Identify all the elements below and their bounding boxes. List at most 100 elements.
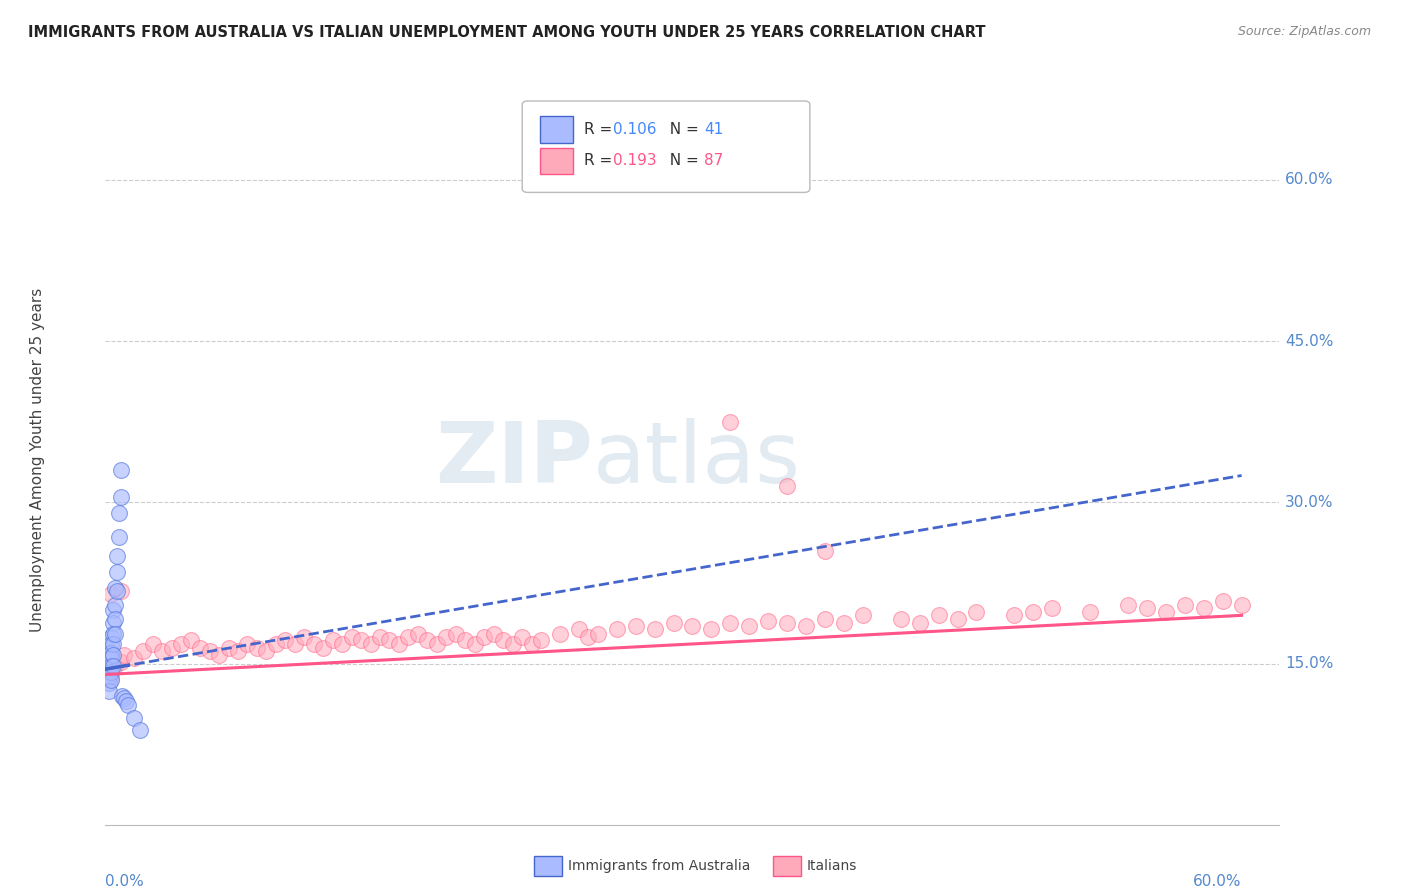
Point	[100, 646, 122, 660]
Point	[170, 637, 193, 651]
Point	[112, 648, 135, 662]
Point	[100, 587, 122, 601]
Point	[576, 630, 599, 644]
Point	[110, 655, 132, 669]
Point	[117, 698, 139, 712]
Point	[738, 619, 761, 633]
Point	[406, 626, 429, 640]
Point	[292, 630, 315, 644]
Point	[122, 710, 145, 724]
Point	[122, 651, 145, 665]
Point	[100, 630, 122, 644]
Point	[107, 506, 129, 520]
Point	[756, 614, 779, 628]
Point	[1174, 598, 1197, 612]
Point	[1116, 598, 1139, 612]
Point	[444, 626, 467, 640]
Point	[928, 608, 950, 623]
Point	[107, 530, 129, 544]
Text: 15.0%: 15.0%	[1285, 657, 1333, 672]
Text: IMMIGRANTS FROM AUSTRALIA VS ITALIAN UNEMPLOYMENT AMONG YOUTH UNDER 25 YEARS COR: IMMIGRANTS FROM AUSTRALIA VS ITALIAN UNE…	[28, 25, 986, 40]
Text: 45.0%: 45.0%	[1285, 334, 1333, 349]
Point	[1002, 608, 1025, 623]
Point	[1040, 600, 1063, 615]
Point	[832, 615, 855, 630]
Point	[142, 637, 165, 651]
Point	[98, 651, 121, 665]
Point	[1022, 605, 1045, 619]
Text: 0.0%: 0.0%	[105, 873, 145, 888]
Point	[160, 640, 183, 655]
Point	[98, 683, 121, 698]
FancyBboxPatch shape	[522, 101, 810, 193]
Point	[96, 657, 118, 671]
Point	[96, 670, 118, 684]
Point	[188, 640, 211, 655]
Point	[340, 630, 363, 644]
Point	[378, 633, 401, 648]
Point	[150, 644, 173, 658]
Text: N =: N =	[659, 153, 703, 169]
Point	[98, 665, 121, 680]
Point	[100, 659, 122, 673]
Point	[368, 630, 391, 644]
Text: Unemployment Among Youth under 25 years: Unemployment Among Youth under 25 years	[30, 287, 45, 632]
Point	[104, 598, 127, 612]
Point	[624, 619, 647, 633]
Point	[1136, 600, 1159, 615]
Bar	[540, 116, 572, 143]
Point	[112, 691, 135, 706]
Point	[426, 637, 449, 651]
Point	[96, 651, 118, 665]
Text: 0.193: 0.193	[613, 153, 657, 169]
Point	[208, 648, 231, 662]
Point	[502, 637, 524, 651]
Point	[718, 615, 741, 630]
Point	[350, 633, 373, 648]
Point	[218, 640, 240, 655]
Point	[472, 630, 495, 644]
Point	[101, 648, 124, 662]
Point	[101, 637, 124, 651]
Point	[96, 662, 118, 676]
Text: 41: 41	[704, 122, 724, 137]
Point	[254, 644, 277, 658]
Point	[794, 619, 817, 633]
Point	[330, 637, 353, 651]
Point	[264, 637, 287, 651]
Point	[110, 463, 132, 477]
Text: R =: R =	[585, 122, 617, 137]
Point	[852, 608, 875, 623]
Text: 60.0%: 60.0%	[1285, 172, 1334, 187]
Point	[105, 549, 128, 564]
Point	[101, 603, 124, 617]
Text: atlas: atlas	[593, 417, 800, 501]
Text: ZIP: ZIP	[434, 417, 593, 501]
Point	[492, 633, 515, 648]
Point	[396, 630, 419, 644]
Point	[246, 640, 269, 655]
Text: Italians: Italians	[807, 859, 858, 873]
Point	[322, 633, 344, 648]
Point	[434, 630, 457, 644]
Point	[104, 626, 127, 640]
Point	[682, 619, 704, 633]
Point	[482, 626, 505, 640]
Point	[302, 637, 325, 651]
Point	[1078, 605, 1101, 619]
Bar	[540, 148, 572, 174]
Point	[105, 583, 128, 598]
Point	[548, 626, 571, 640]
Point	[908, 615, 931, 630]
Point	[700, 623, 723, 637]
Point	[98, 676, 121, 690]
Point	[274, 633, 297, 648]
Point	[644, 623, 666, 637]
Point	[236, 637, 259, 651]
Point	[180, 633, 202, 648]
Point	[115, 694, 138, 708]
Point	[312, 640, 335, 655]
Point	[96, 662, 118, 676]
Point	[198, 644, 221, 658]
Point	[104, 582, 127, 596]
